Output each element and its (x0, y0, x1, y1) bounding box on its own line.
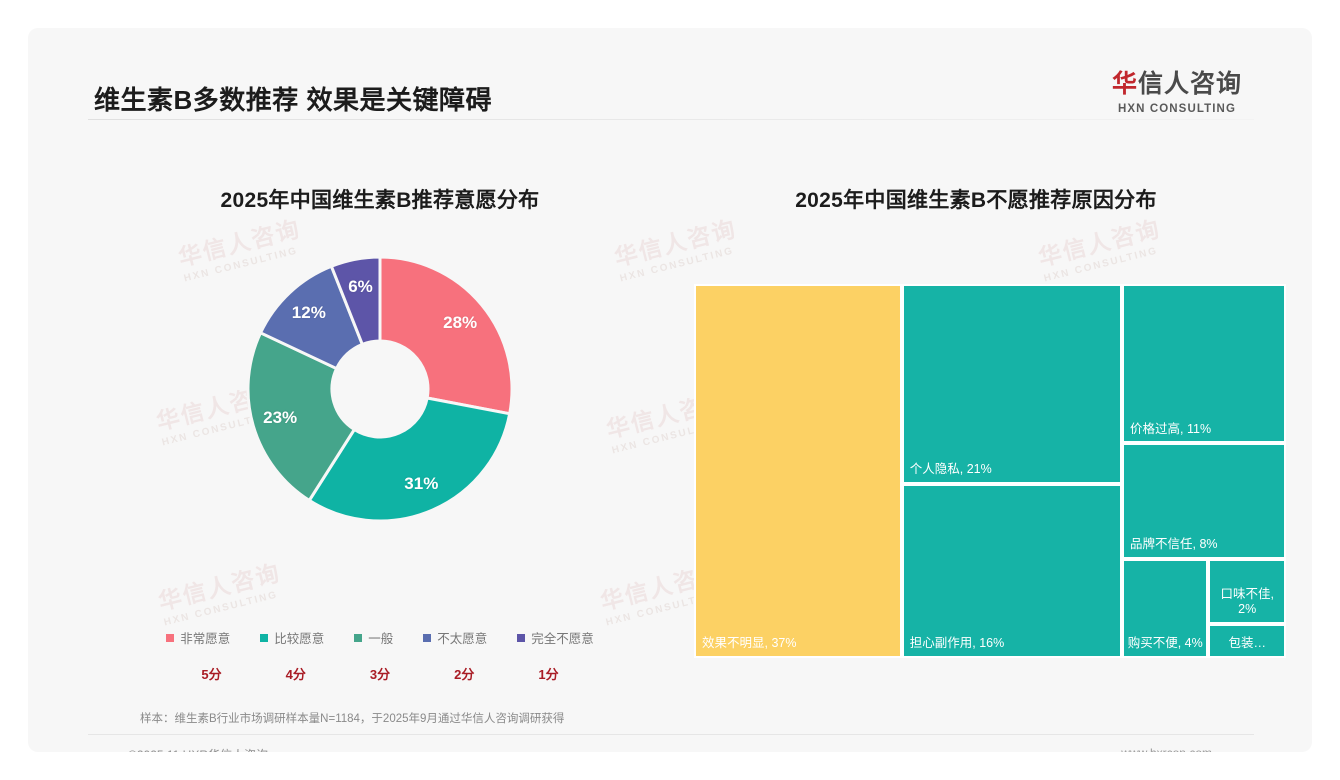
treemap-cell-label: 价格过高, 11% (1130, 421, 1212, 436)
donut-chart-panel: 2025年中国维生素B推荐意愿分布 28% 31% 23% 12% 6% 非常愿意 比较愿… (80, 156, 680, 686)
header-divider (88, 119, 1254, 120)
sample-note: 样本：维生素B行业市场调研样本量N=1184，于2025年9月通过华信人咨询调研… (140, 713, 565, 725)
score-label: 3分 (369, 667, 391, 682)
logo-char-hua: 华 (1111, 70, 1138, 98)
donut-center-hole (332, 341, 428, 437)
treemap-cell[interactable]: 品牌不信任, 8% (1122, 443, 1286, 559)
donut-slice-label: 12% (291, 303, 326, 323)
legend-label: 比较愿意 (274, 632, 325, 646)
treemap-cell[interactable]: 个人隐私, 21% (901, 284, 1122, 484)
score-label: 2分 (454, 667, 475, 682)
slide-canvas: 华信人咨询 HXN CONSULTING 华信人咨询 HXN CONSULTIN… (28, 28, 1312, 752)
footer-copyright: ©2025.11 HXR华信人咨询 (128, 746, 268, 752)
treemap-cell[interactable]: 担心副作用, 16% (901, 483, 1122, 658)
footer-divider (88, 734, 1254, 735)
legend-swatch-icon (517, 633, 526, 642)
treemap-cell[interactable]: 效果不明显, 37% (694, 284, 902, 658)
score-scale-row: 5分 4分 3分 2分 1分 (80, 664, 680, 683)
legend-item[interactable]: 一般 (354, 628, 393, 647)
donut-slice-label: 28% (443, 312, 478, 332)
treemap-cell-label: 担心副作用, 16% (909, 636, 1005, 651)
legend-item[interactable]: 非常愿意 (166, 628, 230, 647)
treemap-chart-title: 2025年中国维生素B不愿推荐原因分布 (795, 189, 1157, 212)
legend-label: 非常愿意 (180, 632, 231, 646)
legend-swatch-icon (166, 633, 175, 642)
donut-slice-label: 23% (263, 408, 298, 427)
score-label: 4分 (285, 667, 306, 682)
score-label: 5分 (201, 667, 222, 682)
treemap-cell[interactable]: 价格过高, 11% (1122, 284, 1286, 444)
donut-chart-svg (246, 255, 514, 523)
donut-slice-label: 6% (348, 276, 373, 296)
treemap-cell-label: 个人隐私, 21% (909, 462, 992, 477)
legend-swatch-icon (423, 633, 432, 642)
legend-item[interactable]: 比较愿意 (260, 628, 324, 647)
legend-swatch-icon (354, 633, 363, 642)
donut-slice-label: 31% (404, 474, 439, 494)
legend-swatch-icon (260, 633, 269, 642)
slide-header: 维生素B多数推荐 效果是关键障碍 华信人咨询 HXN CONSULTING (28, 28, 1312, 120)
logo-chars-rest: 信人咨询 (1137, 70, 1242, 98)
donut-chart-title: 2025年中国维生素B推荐意愿分布 (220, 189, 540, 212)
logo-english-name: HXN CONSULTING (1117, 103, 1236, 115)
treemap-chart-panel: 2025年中国维生素B不愿推荐原因分布 效果不明显, 37% 个人隐私, 21% 担… (676, 156, 1286, 686)
legend-label: 不太愿意 (437, 632, 488, 646)
page-title: 维生素B多数推荐 效果是关键障碍 (94, 85, 493, 115)
treemap-chart: 效果不明显, 37% 个人隐私, 21% 担心副作用, 16% 价格过高, 11% 品牌… (694, 284, 1286, 658)
treemap-cell-label: 包装… (1228, 636, 1266, 651)
logo-chinese-name: 华信人咨询 (1112, 64, 1242, 100)
legend-item[interactable]: 完全不愿意 (517, 628, 594, 647)
legend-label: 一般 (368, 632, 394, 646)
treemap-cell-label: 口味不佳, 2% (1220, 586, 1274, 617)
donut-legend: 非常愿意 比较愿意 一般 不太愿意 完全不愿意 (80, 628, 680, 647)
legend-item[interactable]: 不太愿意 (423, 628, 487, 647)
treemap-cell-label: 购买不便, 4% (1127, 636, 1203, 651)
donut-chart: 28% 31% 23% 12% 6% (80, 224, 680, 584)
treemap-cell-label: 品牌不信任, 8% (1130, 537, 1218, 552)
legend-label: 完全不愿意 (531, 632, 594, 646)
score-label: 1分 (538, 667, 559, 682)
treemap-cell[interactable]: 购买不便, 4% (1122, 558, 1209, 658)
treemap-cell[interactable]: 口味不佳, 2% (1208, 558, 1286, 624)
treemap-cell[interactable]: 包装… (1208, 623, 1286, 658)
treemap-cell-label: 效果不明显, 37% (702, 636, 797, 651)
brand-logo: 华信人咨询 HXN CONSULTING (1112, 64, 1242, 115)
footer-website: www.hxrcon.com (1121, 746, 1212, 752)
